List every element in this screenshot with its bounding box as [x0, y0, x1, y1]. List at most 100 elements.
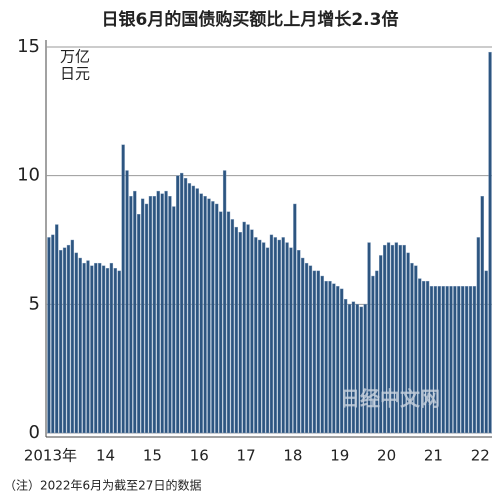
bar: [113, 268, 117, 434]
unit-label: 万亿: [60, 48, 90, 66]
bar: [230, 219, 235, 434]
bar: [258, 239, 262, 434]
x-tick-label: 16: [190, 447, 209, 465]
x-tick-label: 14: [96, 447, 115, 465]
bar: [55, 224, 59, 434]
bar: [402, 244, 406, 434]
bar: [316, 270, 320, 434]
bar: [425, 280, 430, 434]
watermark: 日经中文网: [340, 387, 440, 411]
bar: [195, 188, 199, 434]
x-tick-label: 20: [377, 447, 396, 465]
bar: [234, 226, 238, 434]
y-tick-label: 5: [29, 293, 40, 314]
bar: [207, 198, 211, 434]
bar: [74, 252, 78, 434]
bar: [441, 286, 445, 434]
bar: [172, 206, 176, 434]
bar: [129, 196, 133, 434]
bar: [449, 286, 453, 434]
bar: [203, 196, 207, 434]
bar: [51, 234, 55, 434]
bar: [343, 298, 348, 434]
bar: [121, 144, 125, 434]
bar: [308, 265, 313, 434]
bar: [66, 244, 71, 434]
bar: [90, 265, 94, 434]
bar: [187, 183, 192, 434]
bar: [273, 237, 278, 434]
bar: [301, 257, 305, 434]
bar: [297, 250, 301, 434]
bar: [304, 262, 309, 434]
bar: [148, 196, 153, 434]
bar: [59, 250, 63, 434]
bar: [336, 286, 340, 434]
bar: [125, 170, 129, 434]
bar: [211, 201, 215, 434]
bar: [78, 257, 82, 434]
bar: [406, 252, 410, 434]
bar: [472, 286, 477, 434]
bar: [464, 286, 469, 434]
bar: [367, 242, 371, 434]
bar: [386, 242, 391, 434]
bar: [222, 170, 227, 434]
bar: [453, 286, 457, 434]
bar: [105, 268, 110, 434]
bar: [433, 286, 438, 434]
bar: [219, 211, 223, 434]
bar: [238, 232, 242, 434]
bar: [398, 244, 402, 434]
bar: [480, 196, 484, 434]
bar: [383, 244, 387, 434]
bar: [261, 242, 266, 434]
chart-title: 日银6月的国债购买额比上月增长2.3倍: [102, 9, 399, 30]
bar: [418, 278, 422, 434]
note: （注）2022年6月为截至27日的数据: [4, 478, 201, 493]
bar: [355, 304, 359, 434]
x-tick-label: 17: [237, 447, 256, 465]
bar: [199, 193, 203, 434]
bar: [414, 265, 418, 434]
bar: [47, 237, 51, 434]
bar: [144, 203, 149, 434]
bar: [390, 244, 395, 434]
bar: [457, 286, 461, 434]
bar: [332, 283, 336, 434]
bar: [484, 270, 488, 434]
bar: [347, 304, 352, 434]
bar: [328, 280, 332, 434]
bar: [281, 237, 285, 434]
bar: [363, 304, 367, 434]
x-tick-label: 15: [143, 447, 162, 465]
bar: [250, 229, 254, 434]
bar: [183, 178, 188, 434]
bar: [289, 247, 293, 434]
bar: [445, 286, 449, 434]
bar: [86, 260, 90, 434]
x-tick-label: 21: [424, 447, 443, 465]
bar: [109, 262, 114, 434]
bar: [133, 190, 137, 434]
x-tick-label: 19: [330, 447, 349, 465]
y-tick-label: 10: [17, 165, 40, 186]
bar: [437, 286, 441, 434]
bar: [351, 301, 356, 434]
bar: [461, 286, 465, 434]
bar: [156, 190, 160, 434]
bar: [246, 224, 250, 434]
bar: [422, 280, 426, 434]
bar: [265, 247, 270, 434]
x-tick-label: 22: [471, 447, 490, 465]
bar: [82, 262, 86, 434]
bar: [277, 239, 281, 434]
unit-label: 日元: [60, 65, 90, 83]
y-tick-label: 0: [29, 422, 40, 443]
bar: [180, 172, 184, 434]
bar: [394, 242, 399, 434]
bar: [98, 262, 102, 434]
bar: [429, 286, 434, 434]
bar: [101, 265, 106, 434]
bar: [254, 237, 258, 434]
